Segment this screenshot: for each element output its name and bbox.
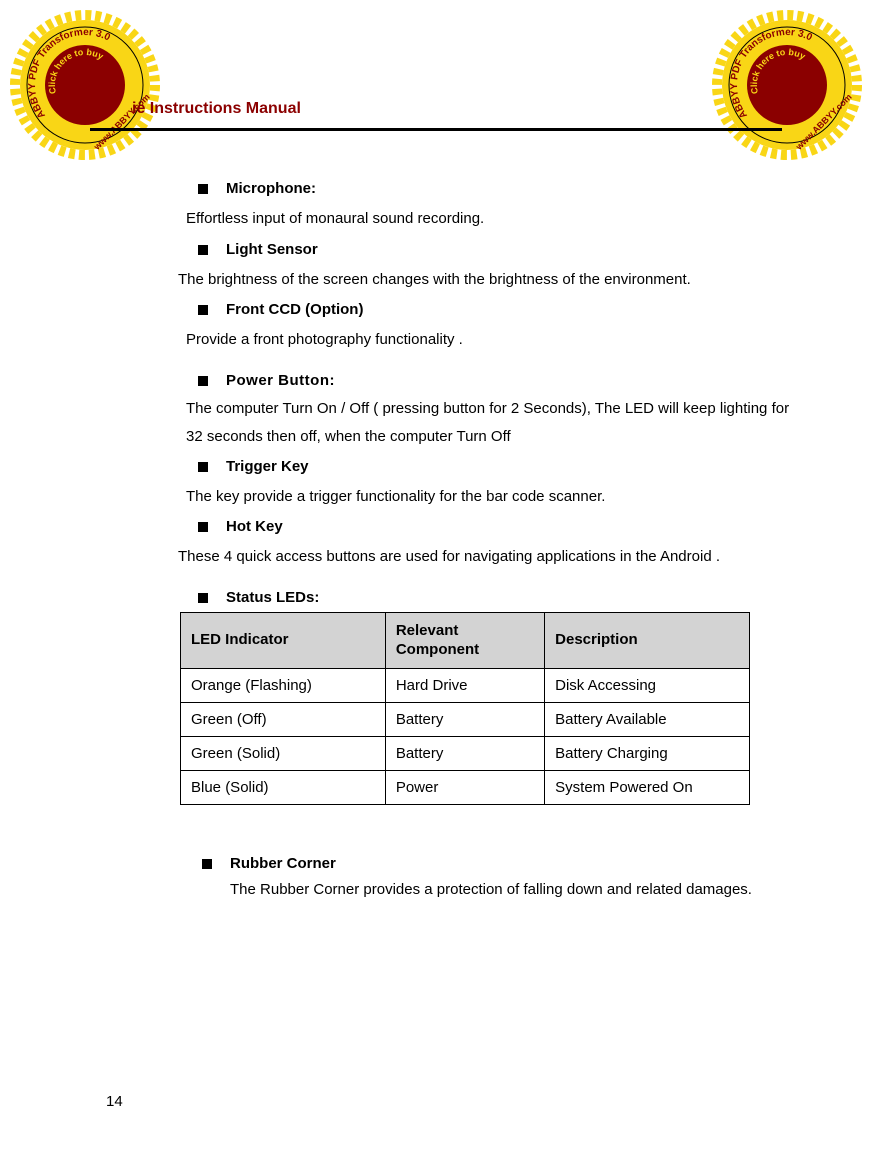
bullet-icon bbox=[198, 245, 208, 255]
rubber-corner-text: The Rubber Corner provides a protection … bbox=[230, 878, 790, 902]
abbyy-stamp-right[interactable]: ABBYY PDF Transformer 3.0 Click here to … bbox=[712, 10, 862, 160]
bullet-icon bbox=[198, 305, 208, 315]
heading-text: Front CCD (Option) bbox=[226, 301, 363, 318]
table-cell: Blue (Solid) bbox=[181, 770, 386, 804]
th-component: Relevant Component bbox=[385, 612, 544, 668]
page-number: 14 bbox=[106, 1093, 123, 1110]
power-button-text: The computer Turn On / Off ( pressing bu… bbox=[186, 395, 796, 452]
table-cell: Battery Charging bbox=[545, 736, 750, 770]
heading-text: Microphone: bbox=[226, 180, 316, 197]
header-title: ie Instructions Manual bbox=[132, 100, 301, 118]
bullet-icon bbox=[198, 462, 208, 472]
light-sensor-text: The brightness of the screen changes wit… bbox=[178, 264, 796, 296]
hot-key-text: These 4 quick access buttons are used fo… bbox=[178, 541, 796, 573]
table-row: Green (Solid)BatteryBattery Charging bbox=[181, 736, 750, 770]
microphone-text: Effortless input of monaural sound recor… bbox=[186, 203, 796, 235]
table-row: Green (Off)BatteryBattery Available bbox=[181, 702, 750, 736]
front-ccd-text: Provide a front photography functionalit… bbox=[186, 324, 796, 356]
rubber-corner-heading: Rubber Corner bbox=[202, 855, 796, 872]
table-row: Orange (Flashing)Hard DriveDisk Accessin… bbox=[181, 668, 750, 702]
table-cell: Green (Off) bbox=[181, 702, 386, 736]
table-cell: Green (Solid) bbox=[181, 736, 386, 770]
status-leds-heading: Status LEDs: bbox=[198, 589, 796, 606]
hot-key-heading: Hot Key bbox=[198, 518, 796, 535]
heading-text: Rubber Corner bbox=[230, 855, 336, 872]
bullet-icon bbox=[198, 522, 208, 532]
bullet-icon bbox=[198, 184, 208, 194]
heading-text: Status LEDs: bbox=[226, 589, 319, 606]
table-cell: Disk Accessing bbox=[545, 668, 750, 702]
header-divider bbox=[90, 128, 782, 131]
trigger-key-heading: Trigger Key bbox=[198, 458, 796, 475]
table-header-row: LED Indicator Relevant Component Descrip… bbox=[181, 612, 750, 668]
th-indicator: LED Indicator bbox=[181, 612, 386, 668]
heading-text: Power Button: bbox=[226, 372, 335, 389]
microphone-heading: Microphone: bbox=[198, 180, 796, 197]
th-description: Description bbox=[545, 612, 750, 668]
heading-text: Trigger Key bbox=[226, 458, 309, 475]
table-cell: Battery bbox=[385, 702, 544, 736]
bullet-icon bbox=[198, 593, 208, 603]
table-cell: Battery bbox=[385, 736, 544, 770]
heading-text: Hot Key bbox=[226, 518, 283, 535]
table-cell: Orange (Flashing) bbox=[181, 668, 386, 702]
table-cell: Power bbox=[385, 770, 544, 804]
table-row: Blue (Solid)PowerSystem Powered On bbox=[181, 770, 750, 804]
front-ccd-heading: Front CCD (Option) bbox=[198, 301, 796, 318]
trigger-key-text: The key provide a trigger functionality … bbox=[186, 481, 796, 513]
table-cell: System Powered On bbox=[545, 770, 750, 804]
heading-text: Light Sensor bbox=[226, 241, 318, 258]
table-cell: Battery Available bbox=[545, 702, 750, 736]
bullet-icon bbox=[202, 859, 212, 869]
status-leds-table: LED Indicator Relevant Component Descrip… bbox=[180, 612, 750, 805]
power-button-heading: Power Button: bbox=[198, 372, 796, 389]
abbyy-stamp-left[interactable]: ABBYY PDF Transformer 3.0 Click here to … bbox=[10, 10, 160, 160]
table-cell: Hard Drive bbox=[385, 668, 544, 702]
bullet-icon bbox=[198, 376, 208, 386]
light-sensor-heading: Light Sensor bbox=[198, 241, 796, 258]
